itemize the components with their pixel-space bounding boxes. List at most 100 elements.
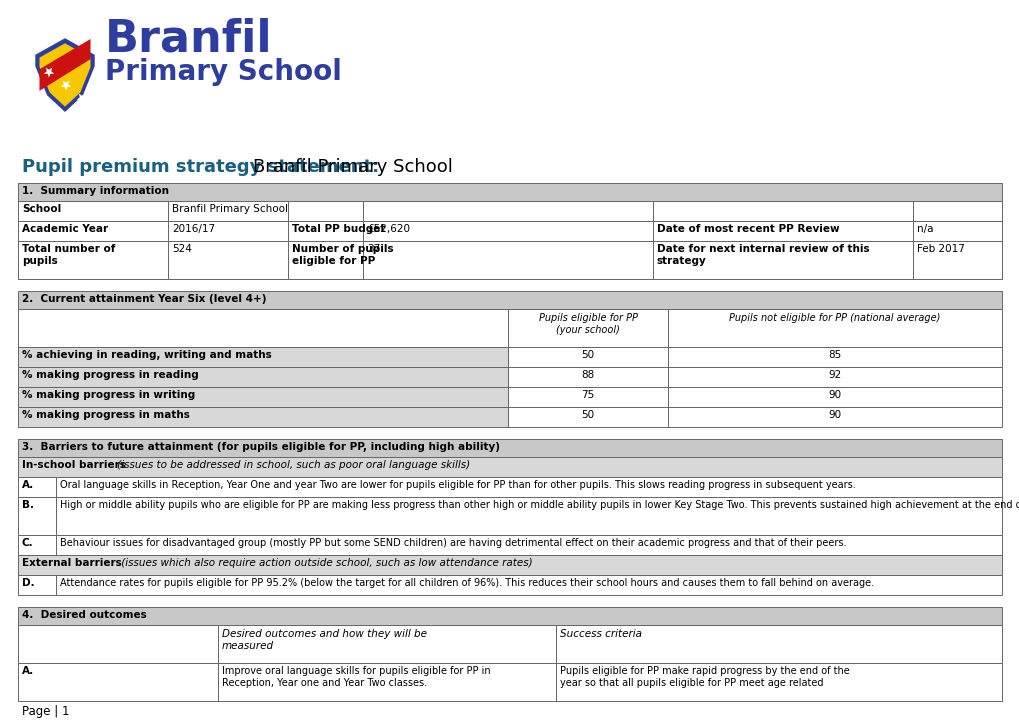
Text: Branfil Primary School: Branfil Primary School xyxy=(253,158,452,176)
Bar xyxy=(218,625,555,663)
Bar xyxy=(287,221,363,241)
Bar xyxy=(18,439,1001,457)
Text: Pupils eligible for PP make rapid progress by the end of the
year so that all pu: Pupils eligible for PP make rapid progre… xyxy=(559,666,849,688)
Polygon shape xyxy=(61,81,71,91)
Bar xyxy=(652,201,912,221)
Text: Success criteria: Success criteria xyxy=(559,629,641,639)
Bar xyxy=(18,555,1001,575)
Bar xyxy=(18,387,507,407)
Text: Branfil Primary School: Branfil Primary School xyxy=(172,204,287,214)
Bar xyxy=(652,221,912,241)
Bar xyxy=(168,201,287,221)
Bar xyxy=(287,201,363,221)
Bar xyxy=(18,221,1001,241)
Text: 2016/17: 2016/17 xyxy=(172,224,215,234)
Bar xyxy=(18,309,1001,347)
Text: D.: D. xyxy=(22,578,35,588)
Bar xyxy=(287,241,363,279)
Text: 85: 85 xyxy=(827,350,841,360)
Bar xyxy=(507,387,667,407)
Bar xyxy=(667,387,1001,407)
Bar xyxy=(18,241,1001,279)
Bar xyxy=(56,497,1001,535)
Text: A.: A. xyxy=(22,666,35,676)
Text: Feb 2017: Feb 2017 xyxy=(916,244,964,254)
Text: 37: 37 xyxy=(367,244,380,254)
Bar xyxy=(18,347,507,367)
Text: 92: 92 xyxy=(827,370,841,380)
Polygon shape xyxy=(40,39,91,91)
Text: 75: 75 xyxy=(581,390,594,400)
Bar xyxy=(18,457,1001,477)
Bar xyxy=(507,407,667,427)
Bar xyxy=(18,291,1001,309)
Text: Number of pupils
eligible for PP: Number of pupils eligible for PP xyxy=(291,244,393,266)
Bar xyxy=(18,535,56,555)
Bar xyxy=(18,201,1001,221)
Text: 4.  Desired outcomes: 4. Desired outcomes xyxy=(22,610,147,620)
Bar xyxy=(18,625,218,663)
Bar xyxy=(18,497,56,535)
Bar xyxy=(363,221,652,241)
Bar xyxy=(912,201,1001,221)
Bar xyxy=(56,477,1001,497)
Text: 90: 90 xyxy=(827,390,841,400)
Bar xyxy=(507,347,667,367)
Text: (issues to be addressed in school, such as poor oral language skills): (issues to be addressed in school, such … xyxy=(114,460,470,470)
Text: C.: C. xyxy=(22,538,34,548)
Bar xyxy=(18,663,218,701)
Text: 1.  Summary information: 1. Summary information xyxy=(22,186,169,196)
Bar xyxy=(667,407,1001,427)
Text: A.: A. xyxy=(22,480,35,490)
Text: Improve oral language skills for pupils eligible for PP in
Reception, Year one a: Improve oral language skills for pupils … xyxy=(222,666,490,688)
Bar xyxy=(18,201,168,221)
Text: (issues which also require action outside school, such as low attendance rates): (issues which also require action outsid… xyxy=(118,558,532,568)
Text: n/a: n/a xyxy=(916,224,932,234)
Text: % making progress in maths: % making progress in maths xyxy=(22,410,190,420)
Bar xyxy=(56,535,1001,555)
Text: School: School xyxy=(22,204,61,214)
Bar xyxy=(363,241,652,279)
Polygon shape xyxy=(40,43,91,107)
Bar xyxy=(507,309,667,347)
Text: Desired outcomes and how they will be
measured: Desired outcomes and how they will be me… xyxy=(222,629,427,651)
Bar xyxy=(168,221,287,241)
Bar xyxy=(363,201,652,221)
Text: Pupil premium strategy statement:: Pupil premium strategy statement: xyxy=(22,158,379,176)
Bar xyxy=(912,241,1001,279)
Text: Attendance rates for pupils eligible for PP 95.2% (below the target for all chil: Attendance rates for pupils eligible for… xyxy=(60,578,873,588)
Text: In-school barriers: In-school barriers xyxy=(22,460,125,470)
Polygon shape xyxy=(76,94,88,104)
Bar xyxy=(18,407,507,427)
Bar xyxy=(667,347,1001,367)
Bar xyxy=(18,183,1001,201)
Text: External barriers: External barriers xyxy=(22,558,121,568)
Bar xyxy=(555,625,1001,663)
Text: Date for next internal review of this
strategy: Date for next internal review of this st… xyxy=(656,244,869,266)
Bar xyxy=(555,663,1001,701)
Text: Behaviour issues for disadvantaged group (mostly PP but some SEND children) are : Behaviour issues for disadvantaged group… xyxy=(60,538,846,548)
Text: High or middle ability pupils who are eligible for PP are making less progress t: High or middle ability pupils who are el… xyxy=(60,500,1019,510)
Bar xyxy=(218,663,555,701)
Text: 88: 88 xyxy=(581,370,594,380)
Text: £52,620: £52,620 xyxy=(367,224,410,234)
Bar xyxy=(18,367,507,387)
Text: Total PP budget: Total PP budget xyxy=(291,224,385,234)
Text: Total number of
pupils: Total number of pupils xyxy=(22,244,115,266)
Bar xyxy=(667,367,1001,387)
Text: Pupils not eligible for PP (national average): Pupils not eligible for PP (national ave… xyxy=(729,313,940,323)
Text: 3.  Barriers to future attainment (for pupils eligible for PP, including high ab: 3. Barriers to future attainment (for pu… xyxy=(22,442,499,452)
Text: 2.  Current attainment Year Six (level 4+): 2. Current attainment Year Six (level 4+… xyxy=(22,294,266,304)
Text: Primary School: Primary School xyxy=(105,58,341,86)
Text: B.: B. xyxy=(22,500,34,510)
Text: Page | 1: Page | 1 xyxy=(22,705,69,718)
Text: Academic Year: Academic Year xyxy=(22,224,108,234)
Polygon shape xyxy=(44,68,54,78)
Bar xyxy=(507,367,667,387)
Bar xyxy=(168,241,287,279)
Bar xyxy=(667,309,1001,347)
Text: Date of most recent PP Review: Date of most recent PP Review xyxy=(656,224,839,234)
Bar xyxy=(18,477,56,497)
Bar xyxy=(18,241,168,279)
Bar xyxy=(18,309,507,347)
